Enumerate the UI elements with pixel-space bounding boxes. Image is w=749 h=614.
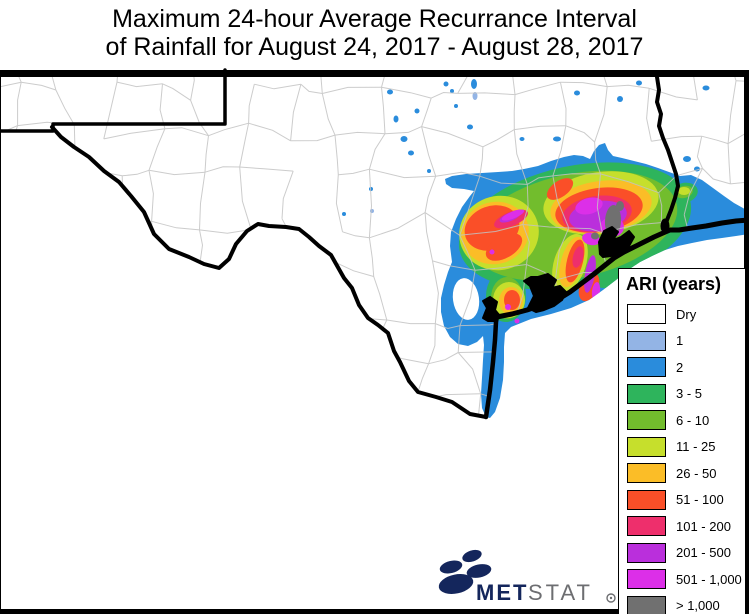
legend-item: 501 - 1,000 [627, 569, 745, 589]
rain-speck [393, 115, 399, 123]
rain-specks [342, 79, 710, 216]
legend: ARI (years) Dry 1 2 3 - 5 6 - 10 11 - 25 26 - … [618, 268, 746, 614]
legend-label: Dry [676, 306, 697, 322]
metstat-logo-mark-dot [609, 596, 613, 600]
rain-speck [443, 81, 449, 87]
state-borders [0, 68, 680, 419]
rain-speck [342, 212, 346, 216]
legend-label: 51 - 100 [676, 492, 724, 507]
legend-swatch [627, 516, 666, 536]
legend-label: 3 - 5 [676, 386, 703, 401]
legend-swatch [627, 542, 666, 563]
rain-speck [427, 169, 431, 173]
legend-swatch [627, 436, 666, 457]
legend-title: ARI (years) [626, 274, 722, 294]
rain-speck [454, 104, 458, 108]
rain-speck [450, 89, 454, 93]
map-title-line-1: Maximum 24-hour Average Recurrance Inter… [112, 5, 637, 33]
legend-swatch [627, 357, 666, 377]
rain-speck [600, 144, 606, 150]
legend-item: 1 [627, 330, 745, 351]
legend-swatch [627, 304, 666, 324]
padre-island-coast [483, 313, 500, 420]
metstat-logo-mark-ring [606, 593, 616, 603]
rain-speck [519, 137, 525, 141]
laguna-madre-dry-area [452, 278, 480, 320]
rain-speck [471, 79, 477, 89]
legend-label: 101 - 200 [676, 518, 731, 534]
legend-item: Dry [627, 304, 745, 324]
legend-swatch [627, 569, 666, 589]
rain-speck [617, 96, 623, 102]
legend-item: 11 - 25 [627, 436, 745, 457]
legend-label: 201 - 500 [676, 545, 731, 560]
rain-speck [636, 80, 642, 86]
legend-item: > 1,000 [627, 595, 745, 614]
rio-grande-border [50, 125, 488, 419]
matagorda-bay [523, 273, 567, 313]
legend-swatch [627, 489, 666, 510]
rain-speck [683, 156, 691, 162]
rain-speck [702, 85, 710, 91]
rain-speck [553, 136, 561, 142]
sabine-lake [660, 218, 670, 234]
rain-inner-rings [458, 162, 698, 324]
rain-speck [472, 92, 478, 100]
legend-item: 201 - 500 [627, 542, 745, 563]
legend-item: 2 [627, 357, 745, 377]
legend-label: 6 - 10 [676, 412, 710, 428]
galveston-bay [598, 226, 635, 258]
new-mexico-border [0, 68, 227, 133]
metstat-logo-text-met: MET [476, 580, 528, 605]
sabine-louisiana-border [655, 75, 680, 233]
legend-label: 11 - 25 [676, 439, 716, 454]
legend-item: 26 - 50 [627, 463, 745, 483]
legend-swatch [627, 463, 666, 483]
legend-label: 26 - 50 [676, 465, 717, 481]
rain-speck [414, 108, 420, 114]
legend-label: 2 [676, 359, 684, 375]
legend-swatch [627, 383, 666, 404]
rainfall-field [342, 79, 749, 418]
legend-item: 101 - 200 [627, 516, 745, 536]
map-title-line-2: of Rainfall for August 24, 2017 - August… [105, 33, 644, 61]
gulf-coastline [482, 217, 749, 420]
legend-label: 1 [676, 333, 684, 348]
rain-speck [467, 124, 473, 130]
metstat-logo-text-stat: STAT [528, 580, 593, 605]
rain-speck [400, 136, 408, 142]
map-title: Maximum 24-hour Average Recurrance Inter… [0, 0, 749, 70]
legend-item: 6 - 10 [627, 410, 745, 430]
legend-label: > 1,000 [676, 598, 720, 613]
rain-speck [408, 150, 414, 156]
legend-swatch [627, 330, 666, 351]
legend-rows: Dry 1 2 3 - 5 6 - 10 11 - 25 26 - 50 51 - 100 10… [619, 304, 745, 614]
metstat-logo-dots [438, 549, 492, 594]
corpus-christi-bay [482, 296, 501, 322]
legend-swatch [627, 410, 666, 430]
legend-item: 3 - 5 [627, 383, 745, 404]
legend-label: 501 - 1,000 [676, 571, 742, 587]
metstat-logo: MET STAT [438, 549, 616, 605]
rain-speck [574, 90, 580, 96]
legend-swatch [627, 595, 666, 614]
legend-item: 51 - 100 [627, 489, 745, 510]
rain-speck [387, 89, 393, 95]
